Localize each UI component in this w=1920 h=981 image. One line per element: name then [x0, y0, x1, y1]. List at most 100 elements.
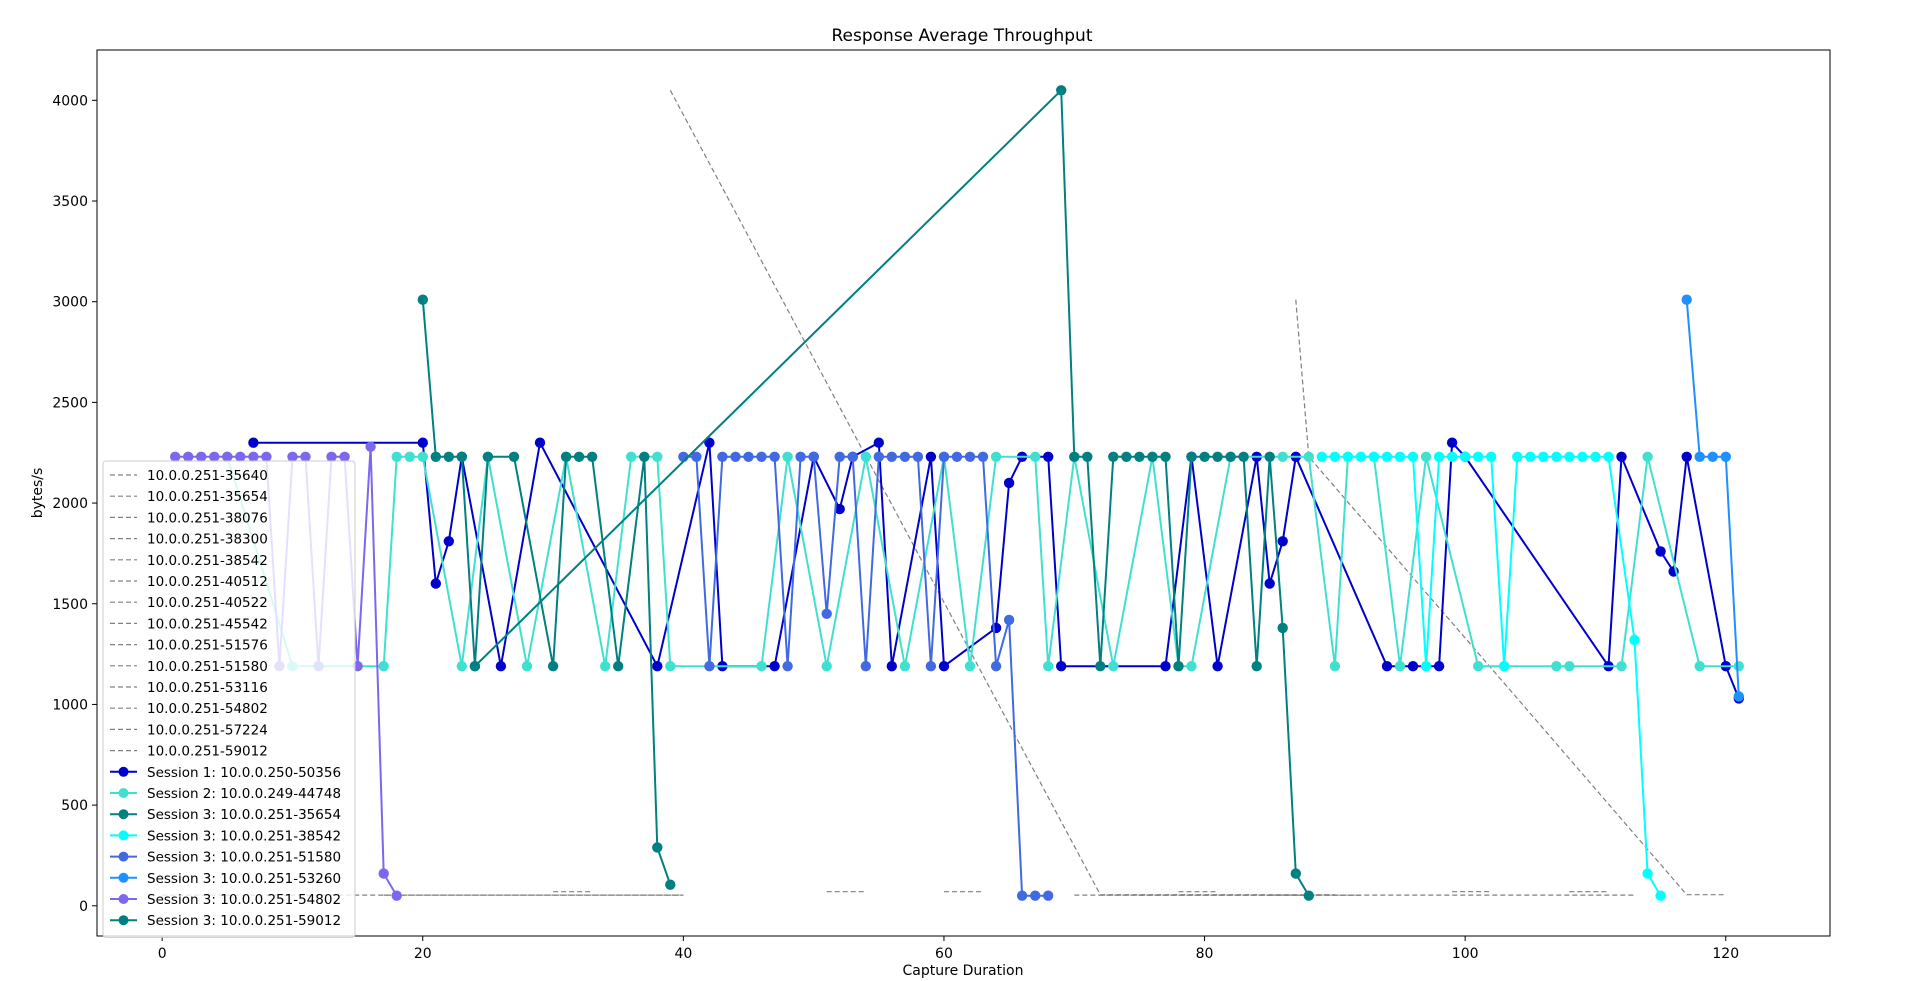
data-point [665, 879, 676, 890]
data-point [287, 451, 298, 462]
series-layer [162, 85, 1745, 901]
data-point [782, 661, 793, 672]
data-point [1407, 451, 1419, 462]
data-point [1147, 451, 1158, 462]
data-point [769, 661, 780, 672]
data-point [1030, 890, 1041, 901]
data-point [1681, 294, 1692, 305]
data-point [756, 451, 767, 462]
data-point [456, 451, 467, 462]
y-axis: 0 500 1000 1500 2000 2500 3000 3500 4000 [52, 93, 97, 915]
series-line [683, 455, 1049, 897]
data-point [417, 294, 428, 305]
data-point [1134, 451, 1145, 462]
data-point [1056, 661, 1067, 672]
data-point [1264, 578, 1275, 589]
legend-marker [118, 830, 129, 841]
legend-label: 10.0.0.251-45542 [147, 616, 268, 632]
series-6 [1681, 294, 1745, 702]
data-point [1512, 451, 1523, 462]
legend-label: Session 3: 10.0.0.251-54802 [147, 892, 341, 908]
data-point [1525, 451, 1536, 462]
data-point [782, 451, 793, 462]
data-point [652, 842, 663, 853]
data-point [1720, 451, 1732, 462]
data-point [990, 451, 1002, 462]
data-point [1460, 451, 1471, 462]
data-point [521, 661, 533, 672]
x-tick-label: 80 [1196, 946, 1214, 962]
data-point [1121, 451, 1132, 462]
data-point [1355, 451, 1367, 462]
data-point [300, 451, 311, 462]
data-point [1499, 661, 1510, 672]
data-point [209, 451, 220, 462]
data-point [1186, 451, 1197, 462]
data-point [1655, 890, 1666, 901]
data-point [391, 890, 402, 901]
data-point [573, 451, 585, 462]
data-point [834, 451, 845, 462]
y-tick-label: 3000 [52, 295, 88, 311]
legend-label: 10.0.0.251-40522 [147, 595, 268, 611]
legend-entry: Session 3: 10.0.0.251-53260 [110, 871, 341, 887]
data-point [1407, 661, 1419, 672]
data-point [1420, 661, 1432, 672]
data-point [1303, 451, 1315, 462]
series-line [473, 455, 672, 886]
data-point [1577, 451, 1588, 462]
data-point [1108, 451, 1119, 462]
data-point [1238, 451, 1249, 462]
series-line [226, 455, 1739, 668]
data-point [1251, 661, 1262, 672]
data-point [1446, 437, 1458, 448]
legend-label: 10.0.0.251-40512 [147, 574, 268, 590]
y-tick-label: 1500 [52, 597, 88, 613]
legend-entry: 10.0.0.251-35640 [110, 468, 268, 484]
data-point [1564, 451, 1575, 462]
data-point [626, 451, 637, 462]
data-point [1316, 451, 1328, 462]
legend-label: 10.0.0.251-38542 [147, 553, 268, 569]
data-point [1303, 890, 1315, 901]
legend-entry: Session 3: 10.0.0.251-59012 [110, 913, 341, 929]
data-point [339, 451, 350, 462]
y-tick-label: 2000 [52, 496, 88, 512]
data-point [1160, 451, 1171, 462]
legend-marker [118, 915, 129, 926]
y-tick-label: 1000 [52, 697, 88, 713]
data-point [1616, 661, 1627, 672]
data-point [1473, 661, 1484, 672]
legend-label: Session 2: 10.0.0.249-44748 [147, 786, 341, 802]
x-tick-label: 60 [935, 946, 953, 962]
legend-label: 10.0.0.251-38300 [147, 532, 268, 548]
data-point [1329, 451, 1341, 462]
legend-marker [118, 766, 129, 777]
data-point [1212, 661, 1223, 672]
x-axis: 0 20 40 60 80 100 120 [158, 936, 1739, 962]
legend-entry: 10.0.0.251-45542 [110, 616, 268, 632]
data-point [534, 437, 546, 448]
data-point [456, 661, 467, 672]
data-point [925, 661, 937, 672]
data-point [469, 661, 481, 672]
legend-entry: 10.0.0.251-51580 [110, 659, 268, 675]
data-point [938, 661, 950, 672]
legend-label: 10.0.0.251-35640 [147, 468, 268, 484]
data-point [1733, 691, 1745, 702]
data-point [951, 451, 963, 462]
data-point [1655, 546, 1666, 557]
data-point [1473, 451, 1484, 462]
data-point [1069, 451, 1080, 462]
legend-label: 10.0.0.251-57224 [147, 722, 268, 738]
data-point [326, 451, 337, 462]
data-point [508, 451, 520, 462]
legend-entry: 10.0.0.251-38076 [110, 510, 268, 526]
data-point [196, 451, 207, 462]
data-point [964, 661, 976, 672]
data-point [495, 661, 507, 672]
data-point [1590, 451, 1601, 462]
data-point [235, 451, 246, 462]
data-point [600, 661, 611, 672]
data-point [1212, 451, 1223, 462]
